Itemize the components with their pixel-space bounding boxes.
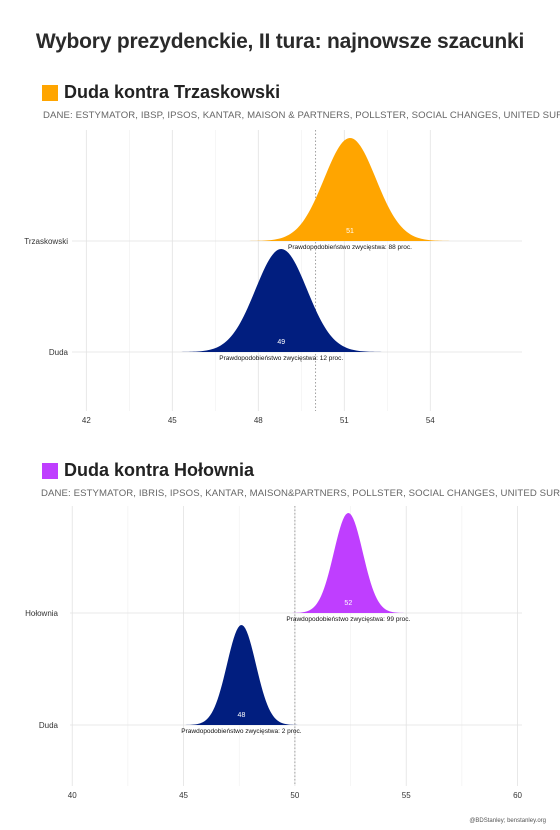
panel-1-swatch <box>42 84 58 101</box>
panel-1-title: Duda kontra Trzaskowski <box>64 82 281 102</box>
x-tick-label: 60 <box>513 791 522 800</box>
mean-label: 52 <box>344 600 352 607</box>
mean-label: 49 <box>277 339 285 346</box>
category-label: Hołownia <box>25 609 58 618</box>
panel-2-source: DANE: ESTYMATOR, IBRIS, IPSOS, KANTAR, M… <box>41 488 560 499</box>
mean-label: 51 <box>346 228 354 235</box>
page-title: Wybory prezydenckie, II tura: najnowsze … <box>35 30 525 53</box>
x-tick-label: 40 <box>68 791 77 800</box>
credit-text: @BDStanley; benstanley.org <box>469 818 546 824</box>
x-tick-label: 54 <box>426 416 435 425</box>
density-duda <box>129 249 416 352</box>
probability-label: Prawdopodobieństwo zwycięstwa: 99 proc. <box>286 616 410 623</box>
probability-label: Prawdopodobieństwo zwycięstwa: 88 proc. <box>288 244 412 251</box>
panel-1-header: Duda kontra Trzaskowski <box>42 82 280 103</box>
x-tick-label: 42 <box>82 416 91 425</box>
probability-label: Prawdopodobieństwo zwycięstwa: 12 proc. <box>219 355 343 362</box>
density-ho-ownia <box>239 513 474 613</box>
panel-1-source: DANE: ESTYMATOR, IBSP, IPSOS, KANTAR, MA… <box>43 110 560 121</box>
x-tick-label: 50 <box>290 791 299 800</box>
category-label: Duda <box>49 348 69 357</box>
x-tick-label: 45 <box>179 791 188 800</box>
density-duda <box>116 625 351 725</box>
x-tick-label: 51 <box>340 416 349 425</box>
panel-1-chart: 42 45 48 51 54 51 Prawdopodobieństwo zwycięstw… <box>24 130 522 425</box>
mean-label: 48 <box>238 712 246 719</box>
probability-label: Prawdopodobieństwo zwycięstwa: 2 proc. <box>181 728 302 735</box>
panel-2-title: Duda kontra Hołownia <box>64 460 255 480</box>
category-label: Trzaskowski <box>24 237 68 246</box>
panel-2-chart: 40 45 50 55 60 52 Prawdopodobieństwo zwycięstw… <box>25 506 523 800</box>
x-tick-label: 45 <box>168 416 177 425</box>
x-tick-label: 55 <box>402 791 411 800</box>
category-label: Duda <box>39 721 59 730</box>
panel-2-header: Duda kontra Hołownia <box>42 460 254 481</box>
panel-2-swatch <box>42 462 58 479</box>
density-trzaskowski <box>215 138 502 241</box>
x-tick-label: 48 <box>254 416 263 425</box>
